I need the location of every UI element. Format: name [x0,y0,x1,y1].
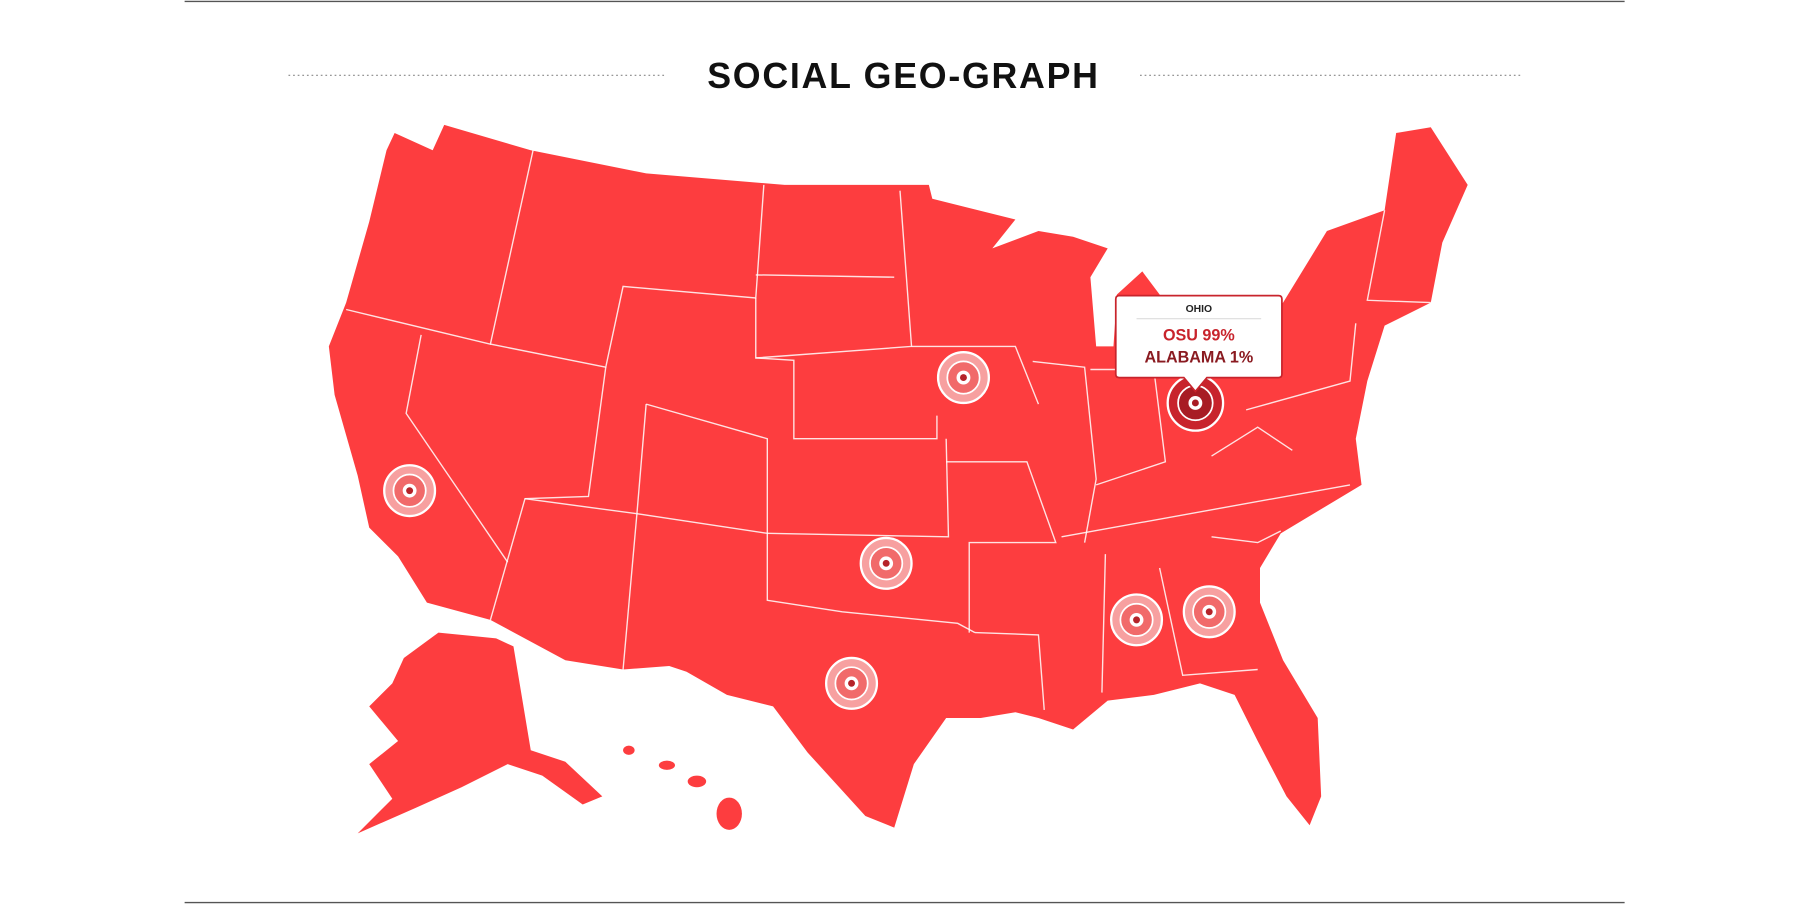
tooltip-line: ALABAMA 1% [1144,349,1253,367]
hawaii [687,775,707,788]
alaska [357,632,603,834]
marker[interactable] [383,464,437,518]
marker-active[interactable] [1166,374,1225,432]
tooltip-line: OSU 99% [1163,327,1235,345]
marker[interactable] [824,656,879,710]
title: SOCIAL GEO-GRAPH [707,56,1100,96]
marker[interactable] [936,351,990,405]
hawaii [658,760,675,770]
tooltip-box [1114,294,1283,393]
tooltip: OHIO OSU 99% ALABAMA 1% [1114,294,1283,393]
hawaii [623,745,635,755]
tooltip-state: OHIO [1186,304,1213,315]
hawaii [716,797,742,830]
marker[interactable] [859,536,913,590]
marker[interactable] [1110,593,1164,647]
marker[interactable] [1182,585,1236,639]
markers [383,351,1236,710]
us-map [328,124,1468,834]
mainland [328,124,1468,828]
state-lines [345,150,1431,710]
